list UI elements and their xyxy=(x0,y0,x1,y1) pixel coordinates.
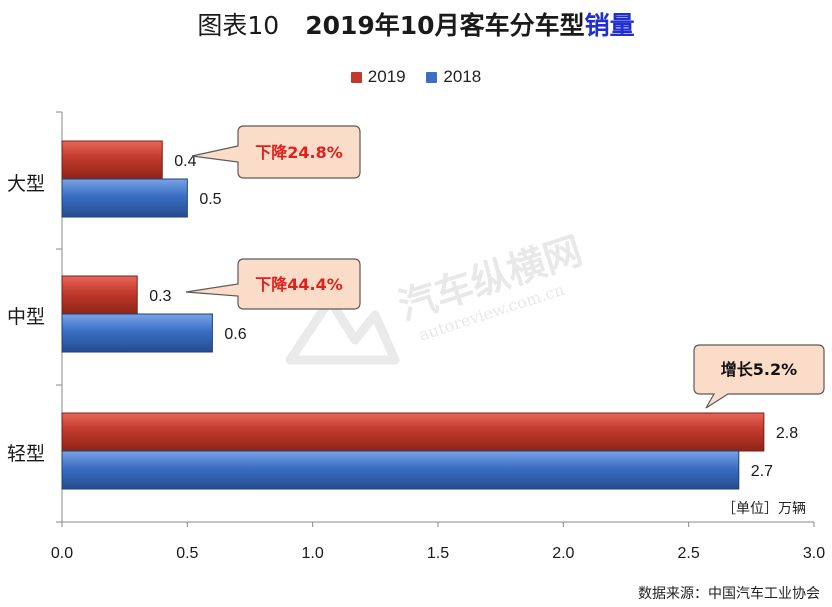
callout-medium: 下降44.4% xyxy=(185,258,361,310)
x-tick-label: 3.0 xyxy=(803,545,825,562)
watermark: 汽车纵横网 autoreview.com.cn xyxy=(393,228,587,344)
data-label-2019-0: 0.4 xyxy=(174,153,196,170)
data-label-2018-2: 2.7 xyxy=(751,463,773,480)
callout-text: 增长5.2% xyxy=(721,360,797,379)
callout-text: 下降44.4% xyxy=(255,275,343,294)
x-tick-label: 0.5 xyxy=(176,545,198,562)
bar-2018-1 xyxy=(61,313,213,353)
watermark-logo-icon xyxy=(285,295,400,365)
legend-label-2019: 2019 xyxy=(367,66,406,86)
category-label-light: 轻型 xyxy=(7,443,45,465)
legend: 2019 2018 xyxy=(0,66,832,87)
callout-bubble xyxy=(185,258,361,310)
x-tick-label: 2.5 xyxy=(678,545,700,562)
callout-bubble xyxy=(693,344,825,409)
legend-label-2018: 2018 xyxy=(443,66,482,86)
legend-item-2018: 2018 xyxy=(426,67,481,87)
callout-light: 增长5.2% xyxy=(693,344,825,409)
unit-label: ［单位］万辆 xyxy=(722,501,806,517)
category-label-large: 大型 xyxy=(7,173,45,195)
title-main: 2019年10月客车分车型 xyxy=(305,11,585,40)
x-ticks: 0.0 0.5 1.0 1.5 2.0 2.5 3.0 xyxy=(51,522,825,562)
callout-text: 下降24.8% xyxy=(255,143,343,162)
bar-2019-1 xyxy=(61,275,138,315)
x-tick-label: 2.0 xyxy=(552,545,574,562)
data-label-2018-0: 0.5 xyxy=(199,191,221,208)
figure-number: 图表10 xyxy=(197,11,280,40)
bars xyxy=(61,140,765,490)
source-note: 数据来源：中国汽车工业协会 xyxy=(638,586,820,602)
legend-swatch-2018 xyxy=(426,71,438,83)
x-tick-label: 1.5 xyxy=(427,545,449,562)
data-label-2019-2: 2.8 xyxy=(776,425,798,442)
x-tick-label: 0.0 xyxy=(51,545,73,562)
legend-swatch-2019 xyxy=(350,71,362,83)
callout-large: 下降24.8% xyxy=(191,125,361,179)
title-highlight: 销量 xyxy=(584,11,635,40)
category-label-medium: 中型 xyxy=(7,306,45,328)
data-label-2018-1: 0.6 xyxy=(224,326,246,343)
chart-title: 图表10 2019年10月客车分车型销量 xyxy=(0,6,832,42)
data-label-2019-1: 0.3 xyxy=(149,288,171,305)
bar-2018-0 xyxy=(61,178,188,218)
legend-item-2019: 2019 xyxy=(350,66,406,87)
bar-labels: 0.4 0.5 0.3 0.6 2.8 2.7 xyxy=(149,153,798,480)
bar-2019-0 xyxy=(61,140,163,180)
bar-2018-2 xyxy=(61,450,740,490)
bar-2019-2 xyxy=(61,412,765,452)
callout-bubble xyxy=(191,125,361,179)
x-tick-label: 1.0 xyxy=(302,545,324,562)
